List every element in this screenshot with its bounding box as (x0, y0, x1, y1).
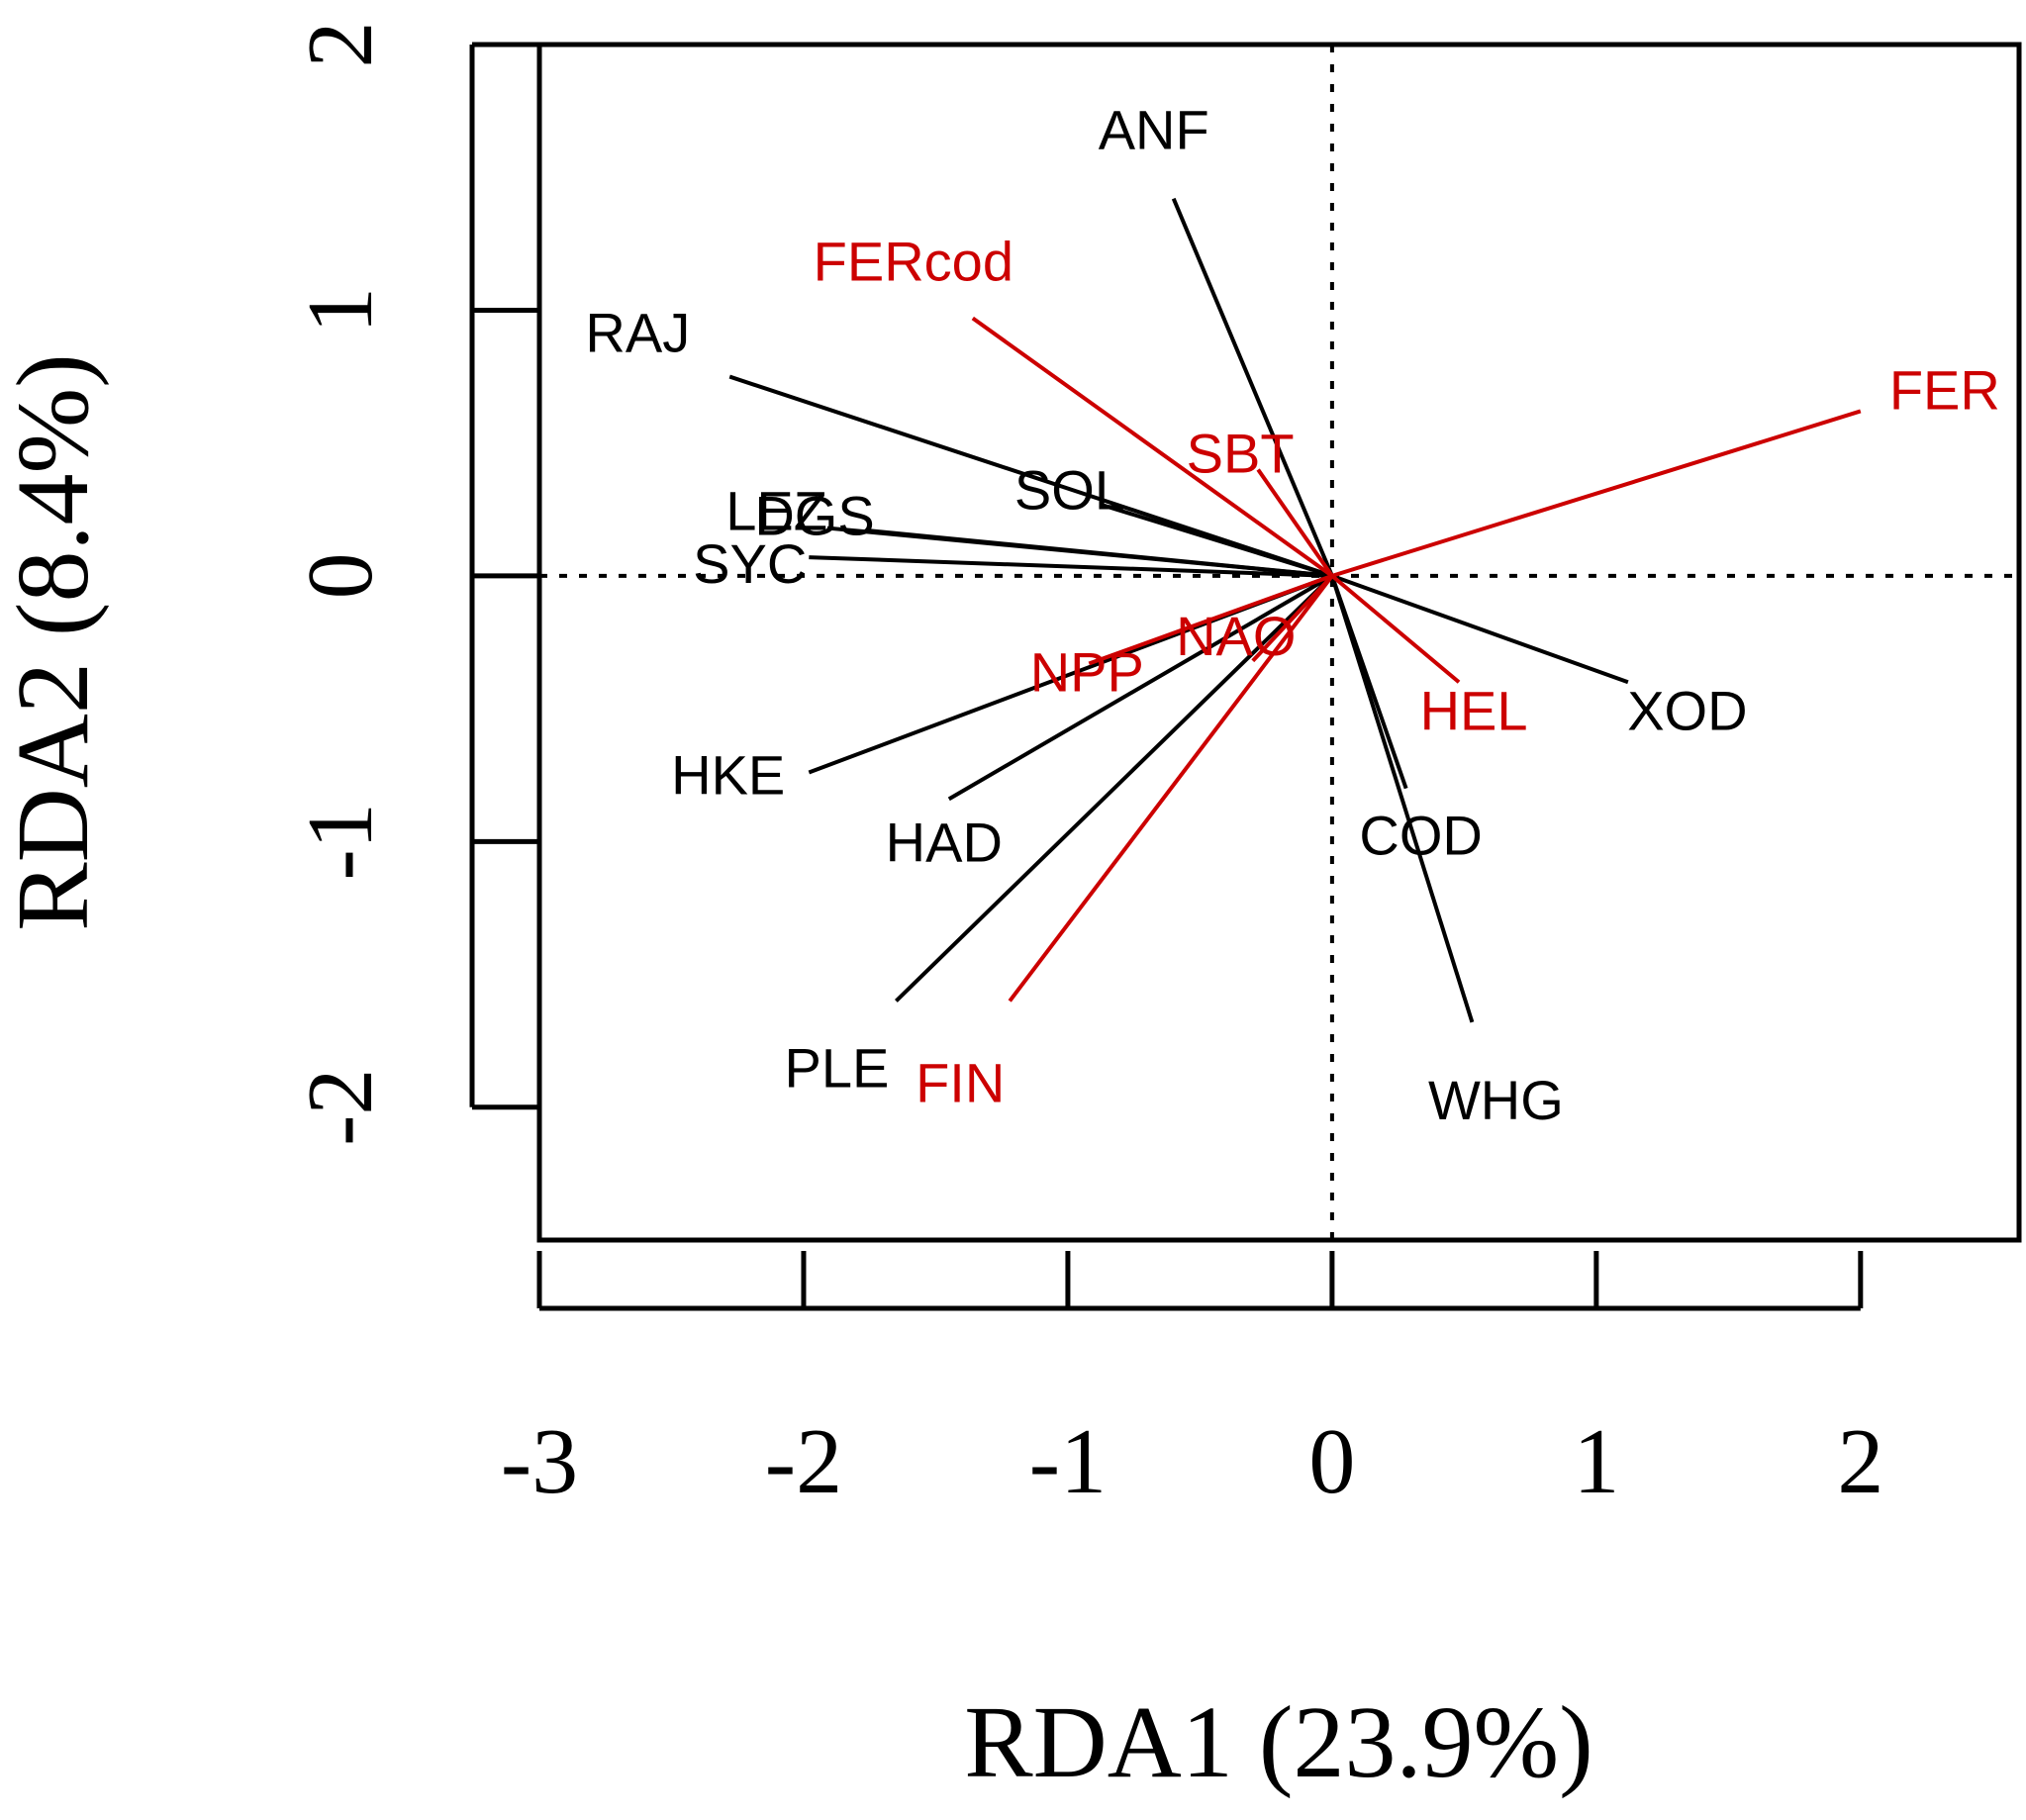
label-had: HAD (886, 811, 1003, 873)
arrow-npp (1088, 574, 1333, 666)
arrow-syc (809, 555, 1332, 578)
arrow-fin (1008, 574, 1334, 1003)
arrow-xod (1331, 574, 1629, 685)
arrow-fercod (971, 316, 1334, 578)
arrow-anf (1171, 197, 1334, 577)
arrow-hel (1330, 574, 1461, 684)
arrow-fer (1331, 409, 1862, 578)
label-lez: LEZ (725, 480, 827, 542)
x-tick-label: -3 (501, 1410, 578, 1513)
arrow-had (947, 574, 1333, 802)
label-sol: SOL (1014, 458, 1125, 521)
plot-frame (536, 42, 2022, 1243)
arrow-sol (1099, 502, 1333, 578)
arrow-whg (1329, 575, 1475, 1023)
x-tick-label: -2 (765, 1410, 842, 1513)
arrow-sbt (1256, 468, 1334, 578)
arrow-dgs (869, 528, 1333, 578)
label-hke: HKE (671, 744, 785, 807)
arrow-ple (895, 574, 1334, 1003)
y-tick-label: -2 (289, 1069, 392, 1146)
x-tick-label: 1 (1573, 1410, 1619, 1513)
label-fin: FIN (916, 1051, 1005, 1113)
arrow-lines (728, 197, 1862, 1023)
y-axis-title: RDA2 (8.4%) (0, 353, 110, 930)
label-whg: WHG (1428, 1069, 1564, 1131)
label-dgs: DGS (754, 484, 874, 546)
label-sbt: SBT (1187, 423, 1295, 485)
label-hel: HEL (1420, 679, 1528, 741)
x-axis-title: RDA1 (23.9%) (964, 1685, 1592, 1799)
label-cod: COD (1359, 805, 1482, 867)
y-tick-label: -1 (289, 803, 392, 880)
label-syc: SYC (693, 532, 807, 595)
label-fercod: FERcod (814, 230, 1013, 292)
y-tick-label: 2 (289, 22, 392, 68)
label-nao: NAO (1176, 605, 1296, 667)
x-tick-label: 2 (1837, 1410, 1883, 1513)
arrow-raj (728, 374, 1333, 578)
label-ple: PLE (784, 1036, 889, 1099)
y-axis: -2 -1 0 1 2 (289, 22, 539, 1146)
x-tick-label: 0 (1308, 1410, 1355, 1513)
label-npp: NPP (1030, 640, 1144, 703)
x-axis: -3 -2 -1 0 1 2 (501, 1251, 1883, 1513)
label-raj: RAJ (585, 302, 690, 364)
label-fer: FER (1889, 358, 2000, 421)
label-xod: XOD (1627, 679, 1747, 741)
y-tick-label: 0 (289, 552, 392, 599)
x-tick-label: -1 (1029, 1410, 1107, 1513)
y-tick-label: 1 (289, 287, 392, 334)
label-anf: ANF (1099, 99, 1209, 161)
